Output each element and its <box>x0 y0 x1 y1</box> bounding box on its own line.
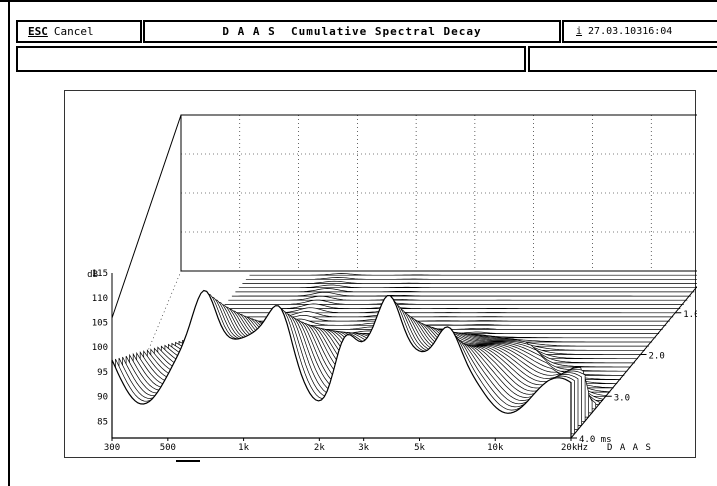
brand-label: D A A S <box>607 443 652 453</box>
cancel-button[interactable]: ESC Cancel <box>16 20 142 43</box>
csd-waterfall-chart: 300 500 1k 2k 3k 5k 10k 20kHz D A A S 85 90 95 100 10… <box>87 114 716 453</box>
decay-slice <box>231 291 691 297</box>
decay-slice <box>228 295 688 301</box>
decay-slice <box>221 303 681 309</box>
decay-slice <box>238 284 698 289</box>
z-tick-label: 1.0 <box>683 310 697 320</box>
x-tick-label: 300 <box>104 443 120 453</box>
y-axis-label: dB <box>87 270 98 280</box>
decay-slice <box>111 289 572 439</box>
title-text: D A A S Cumulative Spectral Decay <box>222 25 482 38</box>
x-tick-label: 1k <box>238 443 249 453</box>
x-tick-label: 500 <box>160 443 176 453</box>
decay-slice <box>224 299 684 305</box>
scroll-indicator <box>176 460 200 462</box>
side-wall-top-edge <box>111 114 182 319</box>
left-border <box>8 0 10 486</box>
z-tick-label: 2.0 <box>649 352 665 362</box>
x-tick-label: 2k <box>314 443 325 453</box>
y-tick-label: 100 <box>92 343 108 353</box>
info-button[interactable]: i 27.03.10316:04 <box>562 20 717 43</box>
y-tick-label: 110 <box>92 294 108 304</box>
x-tick-label: 3k <box>358 443 369 453</box>
y-tick-label: 90 <box>97 393 108 403</box>
info-key-label: i <box>576 26 583 37</box>
decay-slice <box>242 280 702 284</box>
y-tick-label: 105 <box>92 319 108 329</box>
decay-slice <box>235 288 695 293</box>
x-tick-label: 20kHz <box>561 443 588 453</box>
datetime-label: 27.03.10316:04 <box>588 26 673 37</box>
plot-frame: 300 500 1k 2k 3k 5k 10k 20kHz D A A S 85 90 95 100 10… <box>64 90 716 458</box>
window-title: D A A S Cumulative Spectral Decay <box>143 20 561 43</box>
decay-slice <box>214 311 674 318</box>
cancel-label: Cancel <box>53 25 94 38</box>
back-wall <box>180 114 711 272</box>
status-field-left <box>16 46 526 72</box>
decay-slice <box>217 307 677 314</box>
y-tick-label: 85 <box>97 417 108 427</box>
y-tick-label: 95 <box>97 368 108 378</box>
status-field-right <box>528 46 717 72</box>
z-tick-label: 4.0 ms <box>579 435 612 445</box>
esc-key-label: ESC <box>28 25 48 38</box>
decay-slice <box>249 273 709 276</box>
decay-slice <box>245 277 705 280</box>
top-border <box>0 0 717 2</box>
z-tick-label: 3.0 <box>614 393 630 403</box>
x-tick-label: 5k <box>414 443 425 453</box>
y-tick-label: 115 <box>92 269 108 279</box>
x-tick-label: 10k <box>487 443 504 453</box>
